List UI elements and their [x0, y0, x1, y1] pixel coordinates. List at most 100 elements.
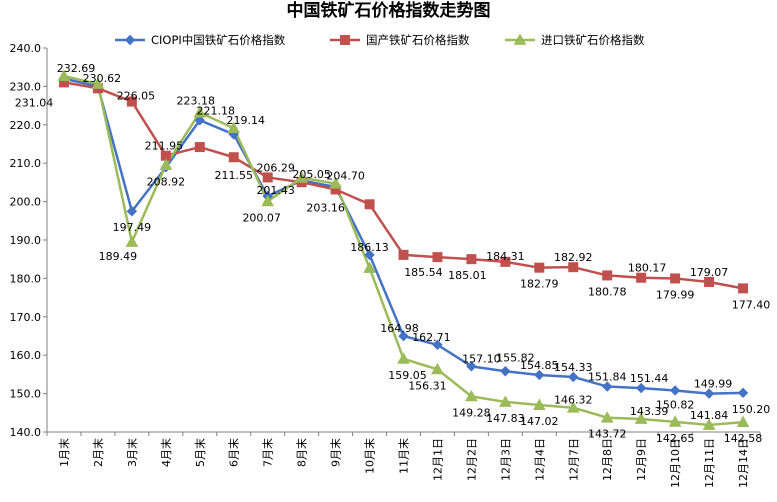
- data-point: [668, 415, 682, 427]
- x-tick-label: 8月末: [295, 438, 309, 467]
- y-tick-label: 200.0: [10, 196, 42, 209]
- legend-item: 进口铁矿石价格指数: [505, 33, 645, 47]
- data-label: 150.82: [656, 398, 695, 411]
- x-tick-label: 11月末: [397, 438, 411, 474]
- data-point: [432, 252, 443, 263]
- data-point: [737, 387, 749, 399]
- data-point: [534, 262, 545, 273]
- data-point: [636, 272, 647, 283]
- x-tick-label: 5月末: [193, 438, 207, 467]
- y-tick-label: 210.0: [10, 157, 42, 170]
- data-label: 143.39: [630, 405, 669, 418]
- x-tick-label: 12月1日: [431, 438, 444, 481]
- data-label: 179.07: [690, 266, 729, 279]
- data-point: [57, 69, 71, 81]
- data-point: [738, 283, 749, 294]
- data-label: 232.69: [57, 62, 96, 75]
- data-label: 179.99: [656, 288, 695, 301]
- data-label: 141.84: [690, 409, 729, 422]
- data-point: [466, 361, 477, 372]
- data-label: 219.14: [226, 114, 265, 127]
- data-point: [602, 381, 613, 392]
- data-label: 159.05: [388, 369, 427, 382]
- data-point: [499, 395, 512, 407]
- data-point: [703, 388, 715, 399]
- data-label: 197.49: [113, 221, 152, 234]
- series-markers: [57, 69, 750, 430]
- data-label: 182.79: [520, 278, 559, 291]
- y-tick-label: 180.0: [10, 272, 42, 285]
- y-tick-label: 220.0: [10, 119, 42, 132]
- data-point: [568, 262, 579, 273]
- data-label: 200.07: [242, 211, 281, 224]
- data-label: 211.95: [145, 140, 184, 153]
- data-point: [364, 199, 375, 210]
- y-tick-label: 190.0: [10, 234, 42, 247]
- x-tick-label: 9月末: [329, 438, 343, 467]
- data-point: [669, 385, 681, 396]
- data-point: [600, 411, 614, 423]
- data-label: 157.10: [462, 352, 501, 365]
- chart-title: 中国铁矿石价格指数走势图: [286, 1, 491, 21]
- data-point: [736, 415, 750, 427]
- data-point: [397, 352, 410, 364]
- data-point: [634, 412, 648, 424]
- data-point: [635, 382, 647, 394]
- data-label: 154.85: [520, 359, 559, 372]
- data-label: 185.54: [404, 266, 443, 279]
- x-tick-label: 4月末: [159, 438, 173, 467]
- data-label: 154.33: [554, 361, 593, 374]
- x-tick-label: 12月10日: [669, 438, 682, 488]
- data-label: 201.43: [256, 184, 295, 197]
- data-point: [566, 401, 580, 413]
- data-point: [704, 276, 715, 287]
- data-point: [500, 256, 511, 267]
- data-label: 189.49: [99, 250, 138, 263]
- data-point: [500, 366, 511, 377]
- data-label: 203.16: [306, 201, 345, 214]
- data-label: 177.40: [732, 298, 771, 311]
- data-point: [364, 249, 375, 261]
- x-tick-label: 3月末: [125, 438, 139, 467]
- data-label: 180.78: [588, 285, 627, 298]
- x-tick-label: 1月末: [57, 438, 71, 467]
- data-point: [126, 206, 138, 217]
- x-tick-label: 6月末: [227, 438, 241, 467]
- data-point: [398, 330, 409, 342]
- data-label: 147.83: [486, 412, 525, 425]
- data-point: [398, 249, 409, 260]
- data-label: 180.17: [628, 262, 667, 275]
- data-label: 151.44: [630, 372, 669, 385]
- data-point: [91, 77, 105, 89]
- data-point: [465, 389, 478, 402]
- data-point: [159, 158, 173, 171]
- data-label: 206.29: [256, 161, 295, 174]
- data-point: [228, 152, 239, 163]
- x-tick-label: 12月14日: [737, 438, 750, 488]
- data-point: [262, 172, 273, 183]
- legend-marker: [124, 34, 136, 46]
- data-label: 186.13: [350, 241, 389, 254]
- x-tick-label: 12月11日: [703, 438, 716, 488]
- legend: CIOPI中国铁矿石价格指数 国产铁矿石价格指数 进口铁矿石价格指数: [115, 33, 645, 47]
- data-point: [125, 235, 139, 247]
- data-point: [126, 96, 137, 107]
- data-label: 156.31: [408, 379, 447, 392]
- legend-item: CIOPI中国铁矿石价格指数: [115, 33, 286, 47]
- x-tick-label: 12月9日: [635, 438, 648, 481]
- data-point: [193, 106, 207, 118]
- data-label: 230.62: [83, 72, 122, 85]
- legend-item: 国产铁矿石价格指数: [330, 33, 470, 47]
- y-tick-label: 150.0: [10, 388, 42, 401]
- data-point: [702, 418, 716, 430]
- legend-label: 进口铁矿石价格指数: [541, 33, 645, 47]
- data-label: 184.31: [486, 250, 525, 263]
- legend-marker: [340, 35, 350, 45]
- data-point: [532, 398, 546, 410]
- data-label: 146.32: [554, 394, 593, 407]
- data-point: [194, 142, 205, 153]
- axes: 240.0 230.0 220.0 210.0 200.0 190.0 180.0 170.0…: [10, 42, 761, 488]
- data-point: [261, 194, 275, 207]
- data-label: 150.20: [732, 403, 771, 416]
- data-labels: 197.49 208.92 221.18 201.43 186.13 164.98162.…: [15, 62, 771, 445]
